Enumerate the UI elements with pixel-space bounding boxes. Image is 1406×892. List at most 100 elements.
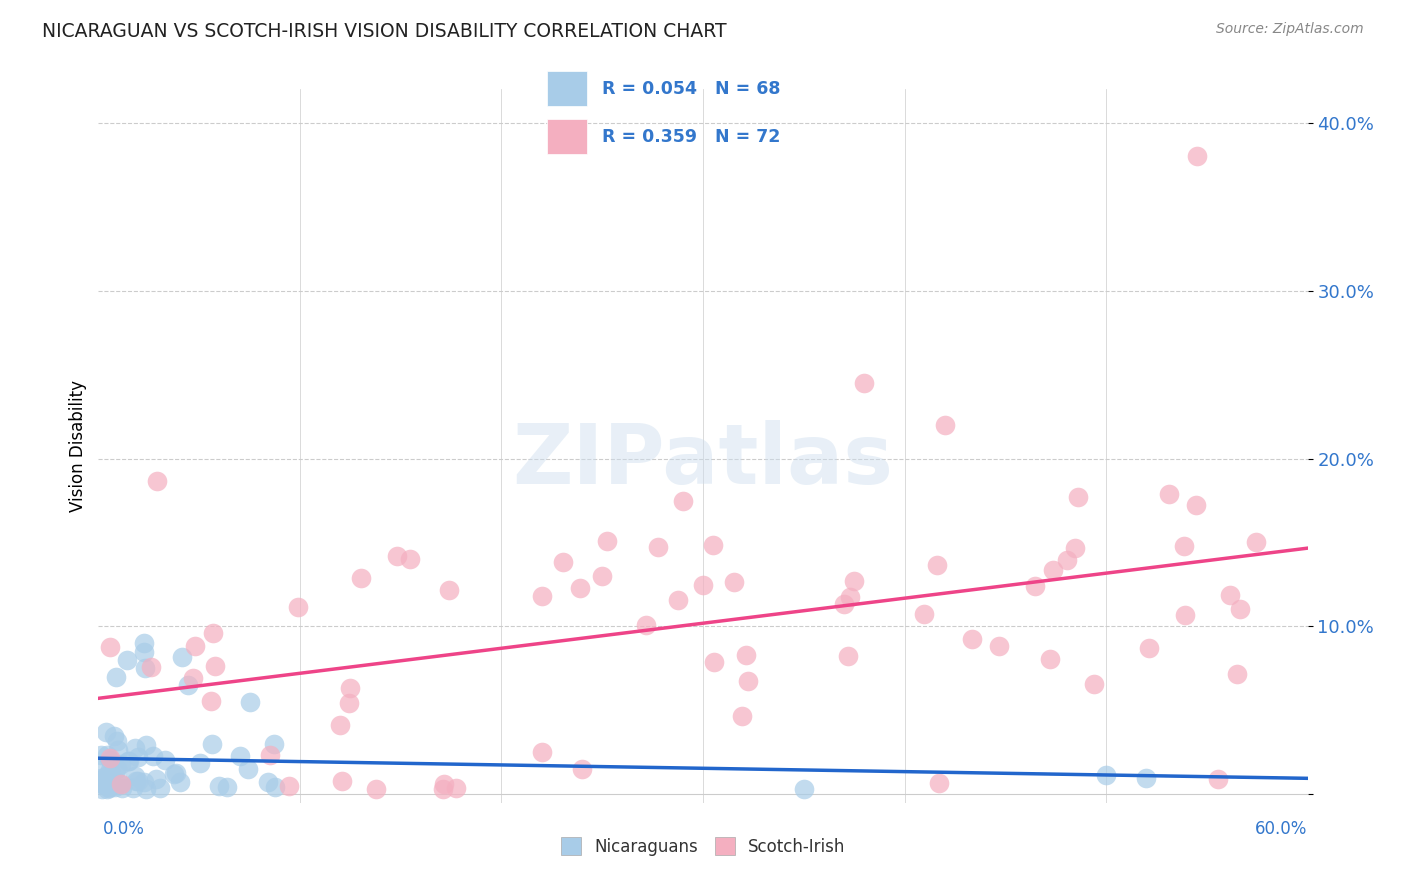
Point — [202, 626, 225, 640]
Point — [93, 776, 115, 790]
Point — [723, 575, 745, 590]
Point — [1083, 677, 1105, 691]
Point — [837, 649, 859, 664]
Point — [238, 762, 260, 776]
Point — [111, 780, 134, 795]
Point — [103, 729, 125, 743]
Point — [530, 589, 553, 603]
Point — [962, 632, 984, 647]
Y-axis label: Vision Disability: Vision Disability — [69, 380, 87, 512]
Point — [1208, 772, 1230, 787]
Point — [531, 745, 554, 759]
Point — [105, 762, 128, 776]
Point — [1042, 563, 1064, 577]
Point — [702, 538, 724, 552]
Point — [125, 774, 148, 789]
Point — [134, 774, 156, 789]
Point — [672, 493, 695, 508]
Point — [731, 708, 754, 723]
Point — [132, 636, 155, 650]
Bar — [547, 119, 586, 154]
Point — [89, 775, 111, 789]
Point — [110, 777, 132, 791]
Point — [91, 777, 114, 791]
Text: NICARAGUAN VS SCOTCH-IRISH VISION DISABILITY CORRELATION CHART: NICARAGUAN VS SCOTCH-IRISH VISION DISABI… — [42, 22, 727, 41]
Point — [177, 678, 200, 692]
Point — [104, 670, 127, 684]
Point — [928, 775, 950, 789]
Point — [737, 674, 759, 689]
Point — [89, 773, 111, 788]
Point — [1056, 552, 1078, 566]
Point — [337, 696, 360, 710]
Point — [842, 574, 865, 588]
Point — [94, 770, 117, 784]
Point — [127, 749, 149, 764]
Point — [446, 780, 468, 795]
Point — [988, 639, 1011, 653]
Point — [127, 774, 149, 789]
Text: Source: ZipAtlas.com: Source: ZipAtlas.com — [1216, 22, 1364, 37]
Point — [188, 756, 211, 770]
Point — [595, 533, 617, 548]
Point — [277, 779, 299, 793]
Point — [1173, 539, 1195, 553]
Point — [98, 750, 121, 764]
Text: R = 0.359   N = 72: R = 0.359 N = 72 — [602, 128, 780, 146]
Point — [169, 774, 191, 789]
Point — [204, 659, 226, 673]
Point — [1039, 651, 1062, 665]
Point — [437, 582, 460, 597]
Point — [1157, 487, 1180, 501]
Point — [571, 763, 593, 777]
Point — [97, 778, 120, 792]
Point — [287, 599, 309, 614]
Point — [96, 782, 118, 797]
Point — [1219, 588, 1241, 602]
Point — [1185, 498, 1208, 512]
Point — [1067, 491, 1090, 505]
Point — [107, 742, 129, 756]
Point — [1024, 579, 1046, 593]
Point — [97, 774, 120, 789]
Point — [170, 649, 193, 664]
Point — [100, 640, 122, 655]
Point — [142, 749, 165, 764]
Point — [329, 718, 352, 732]
Point — [94, 724, 117, 739]
Point — [135, 781, 157, 796]
Point — [153, 753, 176, 767]
Point — [139, 660, 162, 674]
Point — [90, 781, 112, 796]
Point — [229, 749, 252, 764]
Point — [124, 769, 146, 783]
Point — [692, 577, 714, 591]
Text: 0.0%: 0.0% — [103, 820, 145, 838]
Point — [96, 748, 118, 763]
Point — [215, 780, 238, 794]
Point — [183, 639, 205, 653]
Point — [98, 771, 121, 785]
Point — [838, 590, 860, 604]
Point — [105, 734, 128, 748]
Point — [90, 771, 112, 785]
Point — [1135, 772, 1157, 786]
Point — [239, 695, 262, 709]
Bar — [547, 70, 586, 106]
Point — [569, 581, 592, 595]
Point — [934, 417, 956, 432]
Point — [110, 757, 132, 772]
Point — [257, 774, 280, 789]
Point — [134, 661, 156, 675]
Point — [263, 738, 285, 752]
Point — [349, 571, 371, 585]
Point — [433, 777, 456, 791]
Point — [94, 777, 117, 791]
Point — [832, 597, 855, 611]
Point — [104, 780, 127, 794]
Point — [208, 779, 231, 793]
Point — [1185, 149, 1208, 163]
Point — [793, 782, 815, 797]
Point — [134, 645, 156, 659]
Point — [1246, 535, 1268, 549]
